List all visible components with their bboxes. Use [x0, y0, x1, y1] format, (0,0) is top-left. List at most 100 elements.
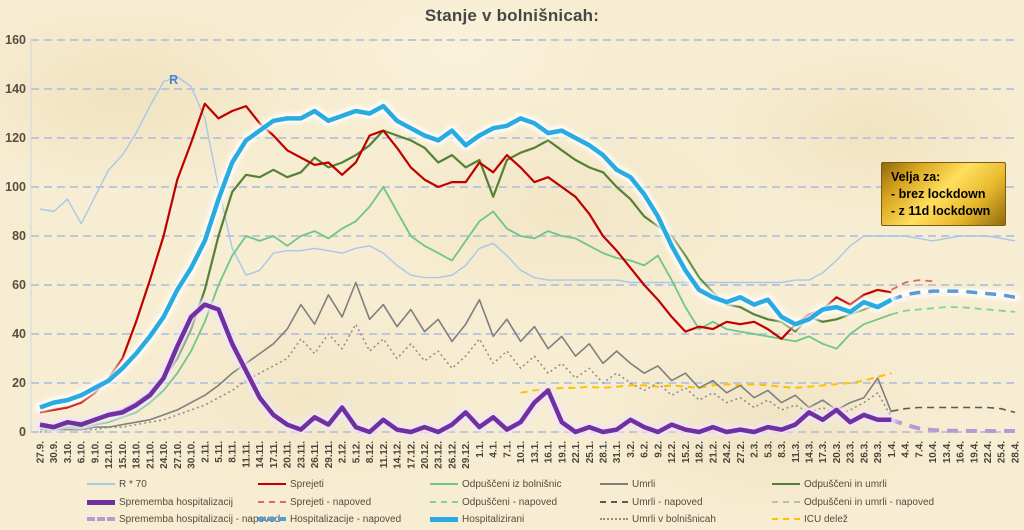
info-box-line: - z 11d lockdown: [891, 203, 991, 218]
series-line: [890, 279, 933, 291]
legend-item[interactable]: Hospitalizacije - napoved: [258, 512, 401, 526]
x-axis-label: 21.2.: [708, 441, 719, 463]
x-axis-label: 1.1.: [475, 441, 486, 458]
legend-swatch: [87, 499, 115, 505]
legend-item[interactable]: Hospitalizirani: [430, 512, 524, 526]
legend-swatch: [258, 517, 286, 521]
legend-label: Sprememba hospitalizacij: [119, 496, 233, 508]
x-axis-label: 23.3.: [846, 441, 857, 463]
series-line: [40, 129, 892, 429]
x-axis-label: 17.12.: [406, 441, 417, 469]
x-axis-label: 30.9.: [49, 441, 60, 463]
x-axis-label: 6.2.: [640, 441, 651, 458]
legend-label: Sprejeti: [290, 478, 324, 490]
x-axis-label: 10.4.: [928, 441, 939, 463]
legend-label: Sprememba hospitalizacij - napoved: [119, 513, 281, 525]
x-axis-label: 14.11.: [255, 441, 266, 468]
x-axis-label: 26.3.: [859, 441, 870, 463]
x-axis-label: 17.11.: [269, 441, 280, 468]
legend-item[interactable]: ICU delež: [772, 512, 848, 526]
x-axis-label: 2.12.: [338, 441, 349, 463]
x-axis-label: 7.4.: [914, 441, 925, 458]
legend-item[interactable]: Odpuščeni in umrli: [772, 477, 887, 491]
x-axis-label: 21.10.: [145, 441, 156, 469]
legend-item[interactable]: Umrli: [600, 477, 655, 491]
legend-label: Odpuščeni - napoved: [462, 496, 558, 508]
x-axis-label: 14.3.: [805, 441, 816, 463]
legend-swatch: [430, 516, 458, 522]
legend-label: Sprejeti - napoved: [290, 496, 372, 508]
x-axis-label: 29.3.: [873, 441, 884, 463]
legend-item[interactable]: Umrli - napoved: [600, 495, 703, 509]
y-axis-label: 0: [19, 425, 26, 439]
series-line: [890, 289, 1016, 302]
x-axis-label: 10.1.: [516, 441, 527, 463]
x-axis-label: 23.11.: [296, 441, 307, 468]
series-line: [39, 102, 892, 414]
x-axis-label: 13.1.: [530, 441, 541, 463]
legend-swatch: [430, 483, 458, 485]
series-line: [39, 76, 1016, 284]
info-box-line: - brez lockdown: [891, 186, 986, 201]
legend-item[interactable]: Sprememba hospitalizacij: [87, 495, 233, 509]
legend-item[interactable]: Sprejeti - napoved: [258, 495, 371, 509]
series-line: [890, 417, 1015, 433]
x-axis-label: 27.9.: [36, 441, 47, 463]
chart-canvas[interactable]: 0 20 40 60 80 100 120 140 160 27.9. 30.9. 3.10. 6.10…: [0, 0, 1024, 478]
series-line: [39, 323, 893, 433]
y-axis-label: 80: [12, 229, 26, 243]
x-axis-label: 28.4.: [1011, 441, 1022, 463]
x-axis-label: 24.2.: [722, 441, 733, 463]
chart-title[interactable]: Stanje v bolnišnicah:: [424, 6, 600, 25]
x-axis-label: 9.2.: [653, 441, 664, 458]
x-axis-label: 20.12.: [420, 441, 431, 469]
legend-swatch: [87, 483, 115, 485]
y-axis-label: 60: [12, 278, 26, 292]
x-axis-label: 29.11.: [324, 441, 335, 468]
x-axis-label: 19.1.: [557, 441, 568, 463]
legend-swatch: [600, 483, 628, 485]
x-axis-label: 14.12.: [393, 441, 404, 469]
series-line: [40, 281, 893, 431]
legend-item[interactable]: Umrli v bolnišnicah: [600, 512, 716, 526]
legend-label: Odpuščeni iz bolnišnic: [462, 478, 562, 490]
x-axis-label: 11.3.: [791, 441, 802, 463]
x-axis-label: 4.1.: [489, 441, 500, 458]
legend-item[interactable]: Sprejeti: [258, 477, 324, 491]
legend-item[interactable]: Odpuščeni - napoved: [430, 495, 557, 509]
x-axis-label: 18.2.: [695, 441, 706, 463]
y-axis-label: 140: [5, 82, 26, 96]
x-axis-label: 9.10.: [90, 441, 101, 463]
legend-swatch: [772, 501, 800, 503]
x-axis-label: 25.4.: [997, 441, 1008, 463]
x-axis-label: 20.11.: [283, 441, 294, 468]
x-axis-label: 31.1.: [612, 441, 623, 463]
legend-item[interactable]: R * 70: [87, 477, 147, 491]
legend-swatch: [258, 483, 286, 485]
legend-item[interactable]: Odpuščeni in umrli - napoved: [772, 495, 934, 509]
legend-label: R * 70: [119, 478, 147, 490]
x-axis-label: 27.2.: [736, 441, 747, 463]
x-axis-label: 11.12.: [379, 441, 390, 468]
legend-label: Umrli v bolnišnicah: [632, 513, 716, 525]
legend-label: Umrli - napoved: [632, 496, 703, 508]
legend-item[interactable]: Odpuščeni iz bolnišnic: [430, 477, 562, 491]
x-axis-label: 12.10.: [104, 441, 115, 469]
info-box[interactable]: Velja za: - brez lockdown - z 11d lockdo…: [881, 162, 1006, 226]
x-axis-label: 6.10.: [77, 441, 88, 463]
x-axis-label: 26.12.: [448, 441, 459, 469]
legend-swatch: [772, 518, 800, 520]
x-axis-label: 5.12.: [351, 441, 362, 463]
legend-swatch: [772, 483, 800, 485]
r-line-label: R: [169, 73, 178, 87]
legend-item[interactable]: Sprememba hospitalizacij - napoved: [87, 512, 280, 526]
x-axis-label: 11.11.: [242, 441, 253, 468]
x-axis-label: 22.4.: [983, 441, 994, 463]
series-line: [891, 406, 1016, 414]
series-line: [39, 103, 893, 410]
y-axis-label: 160: [5, 33, 26, 47]
x-axis-label: 27.10.: [173, 441, 184, 469]
info-box-title: Velja za:: [891, 170, 941, 184]
x-axis-label: 13.4.: [942, 441, 953, 463]
